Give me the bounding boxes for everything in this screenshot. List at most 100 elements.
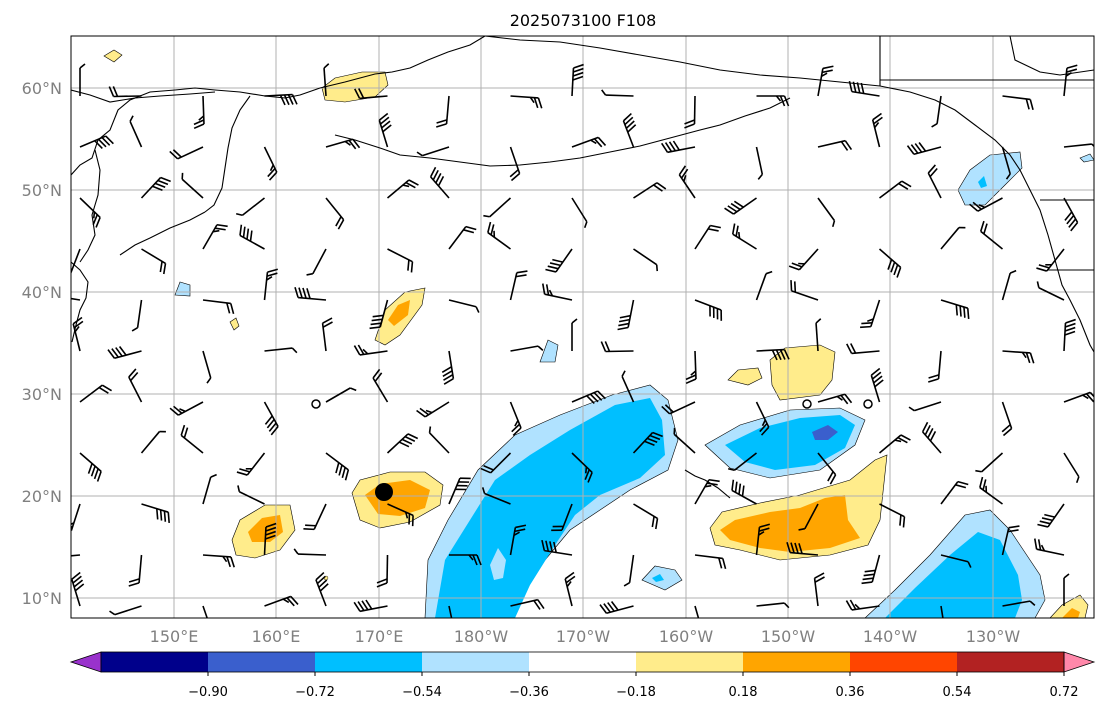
wind-barb xyxy=(969,197,1003,212)
wind-barb xyxy=(264,347,298,354)
negative-region xyxy=(957,151,1023,206)
wind-barb xyxy=(921,421,942,454)
wind-barb xyxy=(1002,350,1035,364)
wind-barb xyxy=(108,86,142,98)
gridlines xyxy=(71,36,1094,618)
wind-barb xyxy=(180,424,204,454)
wind-barb xyxy=(623,554,635,587)
coastline-bc xyxy=(1040,199,1094,271)
negative-region xyxy=(978,176,987,188)
shaded-regions xyxy=(103,49,1094,618)
negative-region xyxy=(812,425,838,440)
wind-barb xyxy=(673,427,696,454)
wind-barb xyxy=(325,197,345,230)
wind-barb xyxy=(1063,197,1079,232)
wind-barb xyxy=(181,172,204,199)
map-area xyxy=(71,36,1094,618)
positive-region xyxy=(720,495,860,552)
wind-barb xyxy=(202,473,217,505)
colorbar-segment xyxy=(743,652,851,672)
coastline-sakhalin xyxy=(79,149,101,263)
colorbar-tick-label: 0.18 xyxy=(729,685,758,700)
wind-barb xyxy=(169,401,204,416)
wind-barb xyxy=(694,478,720,505)
storm-center-marker xyxy=(375,483,393,501)
wind-barb xyxy=(202,223,228,250)
wind-barb xyxy=(71,503,81,533)
wind-barb xyxy=(353,344,388,356)
wind-barb xyxy=(908,401,942,412)
longitude-label: 180°W xyxy=(454,627,509,646)
wind-barb xyxy=(294,287,327,301)
wind-barb xyxy=(755,146,764,180)
wind-barb xyxy=(325,452,350,481)
wind-barb xyxy=(71,294,81,301)
negative-region xyxy=(539,339,559,363)
colorbar-tick-label: −0.90 xyxy=(188,685,228,700)
map-title: 2025073100 F108 xyxy=(510,11,657,30)
wind-barb xyxy=(860,299,881,329)
calm-wind-marker xyxy=(863,399,873,409)
wind-barb xyxy=(387,248,414,273)
wind-barb xyxy=(481,487,511,505)
wind-barb xyxy=(817,452,837,485)
wind-barb xyxy=(694,605,704,618)
wind-barb xyxy=(571,136,607,148)
wind-barb xyxy=(786,542,819,556)
wind-barb xyxy=(107,346,142,360)
longitude-label: 130°W xyxy=(966,627,1021,646)
wind-barb xyxy=(436,95,450,128)
wind-barb xyxy=(428,426,450,454)
wind-barb xyxy=(79,63,86,96)
wind-barb xyxy=(128,368,143,403)
wind-barb xyxy=(509,270,528,301)
wind-barb xyxy=(1002,600,1036,607)
wind-barb xyxy=(71,248,81,276)
wind-barb xyxy=(879,180,912,199)
wind-barb xyxy=(416,401,450,418)
wind-barb xyxy=(1037,503,1065,528)
wind-barbs xyxy=(71,63,1094,618)
wind-barb xyxy=(510,345,544,352)
wind-barb xyxy=(798,503,819,531)
positive-region xyxy=(769,344,836,401)
longitude-label: 150°W xyxy=(761,627,816,646)
longitude-label: 140°W xyxy=(863,627,918,646)
coastline-kamchatka xyxy=(204,95,251,213)
wind-barb xyxy=(940,299,970,319)
wind-barb xyxy=(756,348,790,361)
wind-barb xyxy=(979,476,1003,505)
positive-region xyxy=(321,71,389,103)
wind-barb xyxy=(140,430,166,454)
wind-barb xyxy=(870,367,884,403)
wind-barb xyxy=(239,224,265,250)
wind-barb xyxy=(306,248,327,276)
coastline-japan xyxy=(71,261,89,343)
wind-barb xyxy=(661,140,696,154)
wind-barb xyxy=(617,299,635,331)
wind-barb xyxy=(571,197,588,229)
colorbar-tick-label: −0.72 xyxy=(295,685,335,700)
wind-barb xyxy=(325,138,361,150)
wind-barb xyxy=(141,248,167,275)
wind-barb xyxy=(879,503,906,528)
wind-barb xyxy=(790,280,819,301)
wind-barb xyxy=(441,350,455,385)
wind-barb xyxy=(372,368,389,403)
wind-barb xyxy=(541,539,573,556)
wind-barb xyxy=(293,548,327,556)
wind-barb xyxy=(1063,573,1070,606)
wind-barb xyxy=(448,225,477,250)
wind-barb xyxy=(694,299,723,321)
wind-barb xyxy=(845,599,880,611)
wind-barb xyxy=(755,401,770,436)
latitude-label: 10°N xyxy=(22,589,62,608)
wind-barb xyxy=(1033,538,1065,556)
wind-barb xyxy=(878,248,902,278)
negative-region xyxy=(490,548,506,580)
colorbar-segment xyxy=(636,652,744,672)
wind-barb xyxy=(487,221,511,250)
wind-barb xyxy=(510,95,543,109)
positive-region xyxy=(388,300,410,326)
